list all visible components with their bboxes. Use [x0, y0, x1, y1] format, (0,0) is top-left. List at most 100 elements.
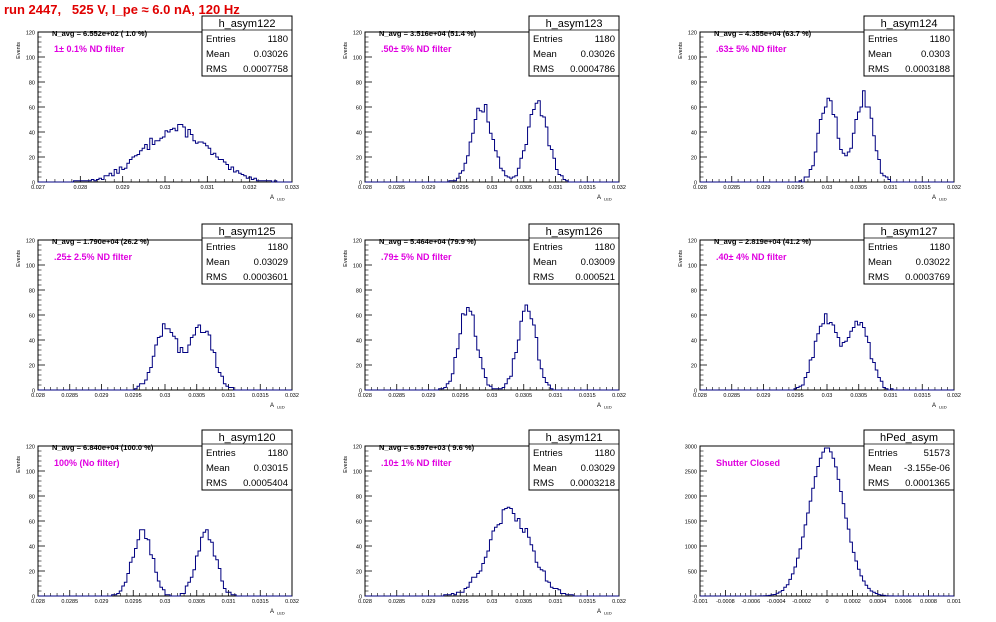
- stats-label: Entries: [868, 242, 898, 253]
- x-tick-label: 0.031: [549, 185, 563, 191]
- stats-box: [201, 429, 293, 491]
- x-tick-label: 0.0285: [61, 393, 78, 399]
- x-tick-label: 0.0004: [869, 599, 886, 605]
- stats-label: Entries: [206, 448, 236, 459]
- y-tick-label: 120: [26, 239, 35, 245]
- x-axis-label-sub: LED: [604, 611, 612, 616]
- y-tick-label: 1500: [685, 520, 697, 526]
- x-tick-label: 0.029: [422, 599, 436, 605]
- x-tick-label: 0.0315: [579, 599, 596, 605]
- x-tick-label: 0.0295: [452, 599, 469, 605]
- stats-label: RMS: [533, 272, 554, 283]
- y-axis-label: Events: [678, 42, 684, 59]
- x-tick-label: 0.033: [285, 185, 299, 191]
- stats-value: 0.03029: [581, 463, 615, 474]
- histogram-panel: 0 20 40 60 80 100 120 0.028 0.0285 0.029 0.0295 0.0…: [343, 15, 626, 202]
- y-tick-label: 40: [691, 339, 697, 345]
- x-tick-label: 0: [825, 599, 828, 605]
- y-tick-label: 40: [356, 339, 362, 345]
- y-tick-label: 40: [356, 545, 362, 551]
- stats-label: RMS: [206, 64, 227, 75]
- y-tick-label: 100: [688, 56, 697, 62]
- x-axis-label: A: [270, 195, 274, 201]
- x-tick-label: 0.032: [243, 185, 257, 191]
- histogram-line: [700, 447, 954, 597]
- histogram-panel: 0 20 40 60 80 100 120 0.028 0.0285 0.029 0.0295 0.0…: [16, 429, 299, 616]
- y-tick-label: 60: [356, 520, 362, 526]
- x-tick-label: 0.0285: [388, 393, 405, 399]
- x-axis-label: A: [932, 403, 936, 409]
- histogram-panel: 0 20 40 60 80 100 120 0.028 0.0285 0.029 0.0295 0.0…: [343, 223, 626, 410]
- x-axis-label-sub: LED: [939, 197, 947, 202]
- stats-label: Mean: [533, 257, 557, 268]
- x-tick-label: 0.032: [612, 185, 626, 191]
- y-tick-label: 0: [694, 181, 697, 187]
- stats-label: Entries: [868, 34, 898, 45]
- stats-value: 0.0005404: [243, 478, 288, 489]
- x-tick-label: 0.028: [31, 599, 45, 605]
- x-tick-label: 0.028: [73, 185, 87, 191]
- stats-value: 0.03009: [581, 257, 615, 268]
- y-tick-label: 80: [29, 289, 35, 295]
- y-tick-label: 80: [356, 495, 362, 501]
- stats-value: 0.03029: [254, 257, 288, 268]
- histogram-name: h_asym123: [546, 18, 603, 30]
- x-tick-label: 0.0006: [895, 599, 912, 605]
- x-axis-label-sub: LED: [277, 611, 285, 616]
- y-tick-label: 120: [26, 445, 35, 451]
- histogram-panel: 0 20 40 60 80 100 120 0.028 0.0285 0.029 0.0295 0.0…: [678, 223, 961, 410]
- x-tick-label: 0.032: [612, 393, 626, 399]
- histogram-name: hPed_asym: [880, 432, 938, 444]
- stats-label: RMS: [868, 478, 889, 489]
- x-tick-label: 0.032: [285, 393, 299, 399]
- x-axis-label: A: [597, 609, 601, 615]
- y-tick-label: 1000: [685, 545, 697, 551]
- y-tick-label: 80: [356, 289, 362, 295]
- x-tick-label: 0.0315: [252, 393, 269, 399]
- x-tick-label: 0.0315: [579, 393, 596, 399]
- y-tick-label: 20: [356, 570, 362, 576]
- histogram-line: [365, 506, 619, 597]
- x-tick-label: 0.03: [487, 599, 498, 605]
- x-tick-label: 0.029: [422, 393, 436, 399]
- x-tick-label: -0.0006: [741, 599, 760, 605]
- y-tick-label: 60: [691, 106, 697, 112]
- y-tick-label: 100: [353, 264, 362, 270]
- y-tick-label: 40: [691, 131, 697, 137]
- y-tick-label: 60: [29, 106, 35, 112]
- y-tick-label: 120: [353, 31, 362, 37]
- x-tick-label: 0.031: [222, 599, 236, 605]
- x-tick-label: 0.0305: [515, 393, 532, 399]
- y-tick-label: 120: [353, 239, 362, 245]
- stats-value: 0.03015: [254, 463, 288, 474]
- x-tick-label: -0.001: [692, 599, 708, 605]
- x-axis-label: A: [270, 609, 274, 615]
- y-tick-label: 20: [356, 364, 362, 370]
- histogram-name: h_asym127: [881, 226, 938, 238]
- y-tick-label: 0: [32, 389, 35, 395]
- x-tick-label: 0.0285: [723, 393, 740, 399]
- x-tick-label: 0.03: [160, 599, 171, 605]
- y-tick-label: 0: [32, 595, 35, 601]
- y-tick-label: 2500: [685, 470, 697, 476]
- stats-label: Entries: [206, 34, 236, 45]
- stats-box: [528, 15, 620, 77]
- y-tick-label: 80: [356, 81, 362, 87]
- y-tick-label: 0: [32, 181, 35, 187]
- filter-label: .40± 4% ND filter: [716, 252, 787, 262]
- x-tick-label: 0.029: [116, 185, 130, 191]
- x-tick-label: 0.03: [822, 185, 833, 191]
- y-tick-label: 20: [29, 570, 35, 576]
- x-tick-label: -0.0004: [767, 599, 786, 605]
- x-tick-label: 0.0295: [452, 185, 469, 191]
- stats-label: Mean: [206, 463, 230, 474]
- x-tick-label: 0.031: [200, 185, 214, 191]
- y-tick-label: 20: [29, 364, 35, 370]
- filter-label: Shutter Closed: [716, 458, 780, 468]
- histogram-line: [38, 124, 292, 183]
- histogram-name: h_asym120: [219, 432, 276, 444]
- y-tick-label: 120: [688, 239, 697, 245]
- stats-value: 1180: [268, 448, 288, 459]
- navg-label: N_avg = 4.355e+04 (63.7 %): [714, 29, 812, 38]
- y-axis-label: Events: [343, 42, 349, 59]
